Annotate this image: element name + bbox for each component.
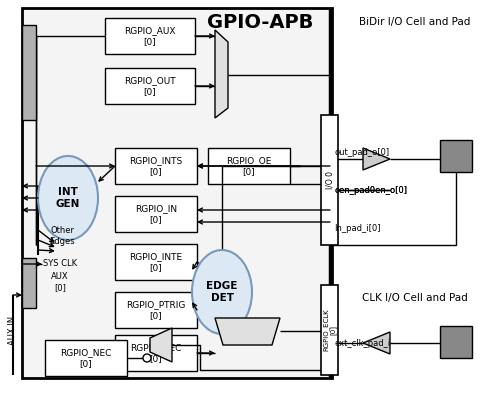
Text: RGPIO_AUX
[0]: RGPIO_AUX [0] [124,26,176,46]
Text: oen_pad0en_o[0]: oen_pad0en_o[0] [334,186,407,195]
Bar [115,335,197,371]
Text: GPIO-APB: GPIO-APB [207,13,313,32]
Text: RGPIO_INTE
[0]: RGPIO_INTE [0] [129,252,183,272]
Bar [115,148,197,184]
Ellipse shape [38,156,98,240]
Text: INT
GEN: INT GEN [56,187,80,209]
Polygon shape [215,30,228,118]
Text: RGPIO_NEC
[0]: RGPIO_NEC [0] [60,348,112,368]
Text: ext_clk_pad_i: ext_clk_pad_i [334,338,390,348]
Bar [321,285,338,375]
Text: AUX IN: AUX IN [7,316,17,345]
Bar [115,196,197,232]
Bar [105,18,195,54]
Bar [22,258,36,308]
Text: SYS CLK: SYS CLK [43,260,77,268]
Text: RGPIO_OUT
[0]: RGPIO_OUT [0] [124,76,176,96]
Text: RGPIO_ECLK
[0]: RGPIO_ECLK [0] [322,309,337,351]
Text: RGPIO_OE
[0]: RGPIO_OE [0] [226,156,271,176]
Bar [45,340,127,376]
Bar [22,25,36,120]
Bar [115,292,197,328]
Text: RGPIO_PTRIG
[0]: RGPIO_PTRIG [0] [126,300,186,320]
Circle shape [143,354,151,362]
Polygon shape [215,318,280,345]
Text: EDGE
DET: EDGE DET [206,281,238,303]
Text: Other
Edges: Other Edges [49,226,75,246]
Bar [321,115,338,245]
Bar [208,148,290,184]
Bar [105,68,195,104]
Bar [115,244,197,280]
Polygon shape [363,148,390,170]
Text: CLK I/O Cell and Pad: CLK I/O Cell and Pad [362,293,468,303]
Ellipse shape [192,250,252,334]
Text: RGPIO_INTS
[0]: RGPIO_INTS [0] [129,156,183,176]
Polygon shape [150,328,172,362]
Text: oen_pad0en_o[0]: oen_pad0en_o[0] [334,186,407,195]
Bar [22,8,332,378]
Polygon shape [363,332,390,354]
Text: AUX
[0]: AUX [0] [51,272,69,292]
Text: In_pad_i[0]: In_pad_i[0] [334,223,381,232]
Text: out_pad_o[0]: out_pad_o[0] [334,147,389,156]
Text: RGPIO_IN
[0]: RGPIO_IN [0] [135,204,177,224]
Bar [440,326,472,358]
Text: I/O 0: I/O 0 [325,171,334,189]
Bar [440,140,472,172]
Text: RGPIO_NEC
[0]: RGPIO_NEC [0] [130,343,182,363]
Text: BiDir I/O Cell and Pad: BiDir I/O Cell and Pad [359,17,471,27]
